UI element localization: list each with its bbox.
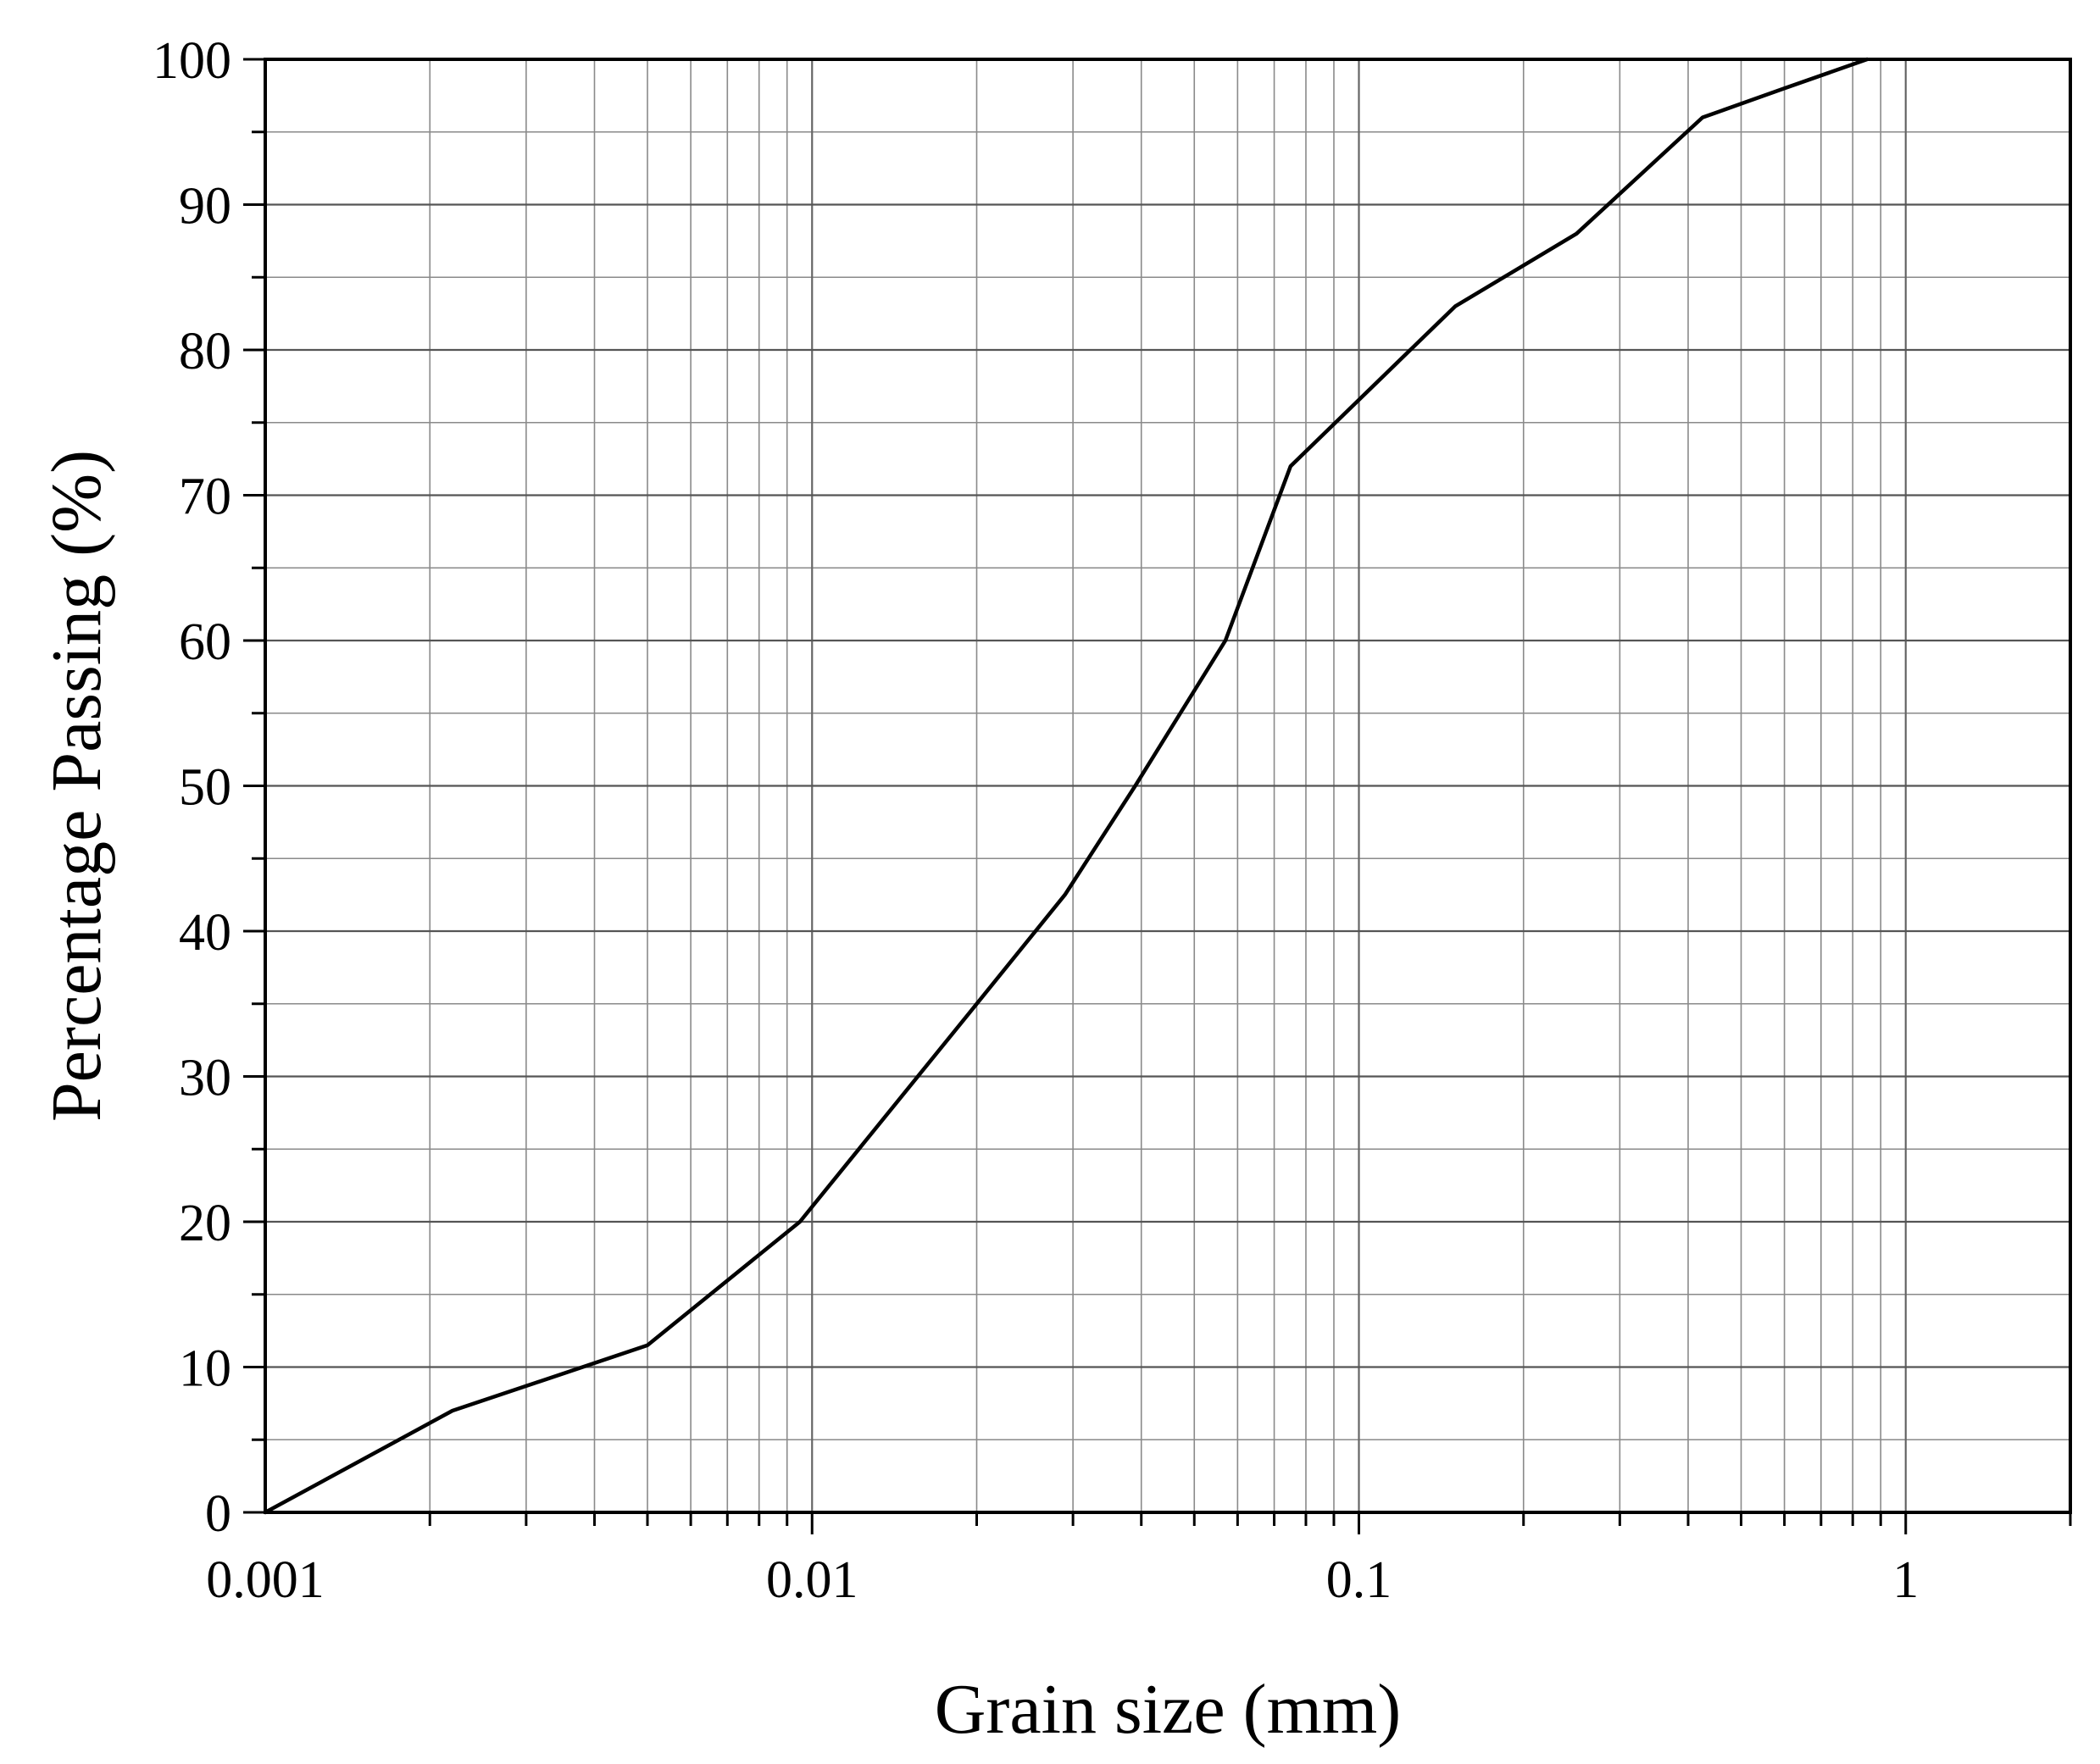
x-tick-labels: 0.001 0.01 0.1 1	[206, 1551, 1919, 1609]
y-tick-label: 80	[179, 323, 231, 380]
y-tick-label: 40	[179, 904, 231, 962]
y-axis-title: Percentage Passing (%)	[37, 450, 116, 1122]
plot-frame	[264, 58, 2072, 1514]
y-tick-label: 60	[179, 613, 231, 671]
x-tick-label: 0.01	[766, 1551, 858, 1609]
y-tick-labels: 0 10 20 30 40 50 60 70 80 90 100	[153, 32, 231, 1543]
major-gridlines	[265, 59, 2070, 1512]
y-tick-label: 90	[179, 178, 231, 236]
axis-ticks	[243, 58, 2072, 1534]
x-tick-label: 1	[1892, 1551, 1919, 1609]
y-tick-label: 50	[179, 759, 231, 817]
y-tick-label: 100	[153, 32, 231, 90]
y-tick-label: 20	[179, 1195, 231, 1252]
x-tick-label: 0.1	[1326, 1551, 1392, 1609]
y-tick-label: 0	[205, 1485, 231, 1543]
series-line	[263, 57, 1869, 1515]
y-tick-label: 10	[179, 1340, 231, 1398]
y-tick-label: 30	[179, 1050, 231, 1107]
x-tick-label: 0.001	[206, 1551, 325, 1609]
series-group	[263, 57, 1869, 1515]
x-axis-title: Grain size (mm)	[935, 1670, 1401, 1749]
y-tick-label: 70	[179, 469, 231, 526]
